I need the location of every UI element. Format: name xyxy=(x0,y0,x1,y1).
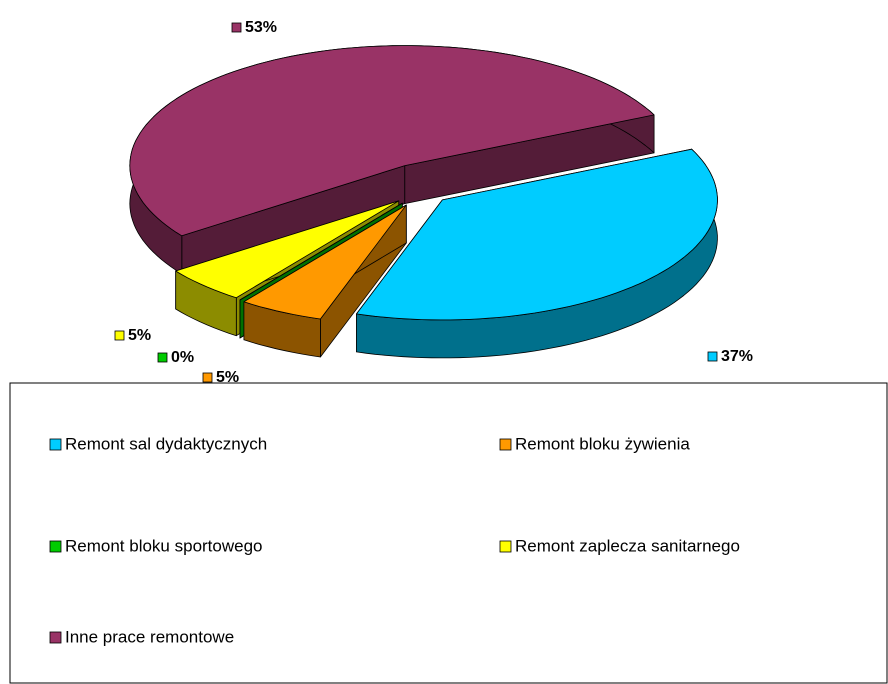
legend-key xyxy=(49,438,62,451)
label-key xyxy=(157,352,168,363)
slice xyxy=(239,202,403,301)
data-label: 53% xyxy=(245,19,277,36)
data-label: 37% xyxy=(721,348,753,365)
legend-label: Remont bloku żywienia xyxy=(515,434,690,453)
legend-key xyxy=(499,540,512,553)
slice xyxy=(129,45,655,237)
label-key xyxy=(114,330,125,341)
legend-label: Remont sal dydaktycznych xyxy=(65,434,267,453)
legend-label: Remont bloku sportowego xyxy=(65,536,263,555)
slice xyxy=(175,200,400,299)
legend-label: Inne prace remontowe xyxy=(65,627,234,646)
data-label: 5% xyxy=(128,327,151,344)
legend-key xyxy=(499,438,512,451)
label-key xyxy=(707,351,718,362)
slice xyxy=(243,204,407,320)
legend-key xyxy=(49,631,62,644)
legend-key xyxy=(49,540,62,553)
legend-label: Remont zaplecza sanitarnego xyxy=(515,536,740,555)
data-label: 5% xyxy=(216,369,239,386)
slice xyxy=(356,148,718,321)
label-key xyxy=(202,372,213,383)
legend-box xyxy=(9,382,888,684)
label-key xyxy=(231,22,242,33)
data-label: 0% xyxy=(171,349,194,366)
